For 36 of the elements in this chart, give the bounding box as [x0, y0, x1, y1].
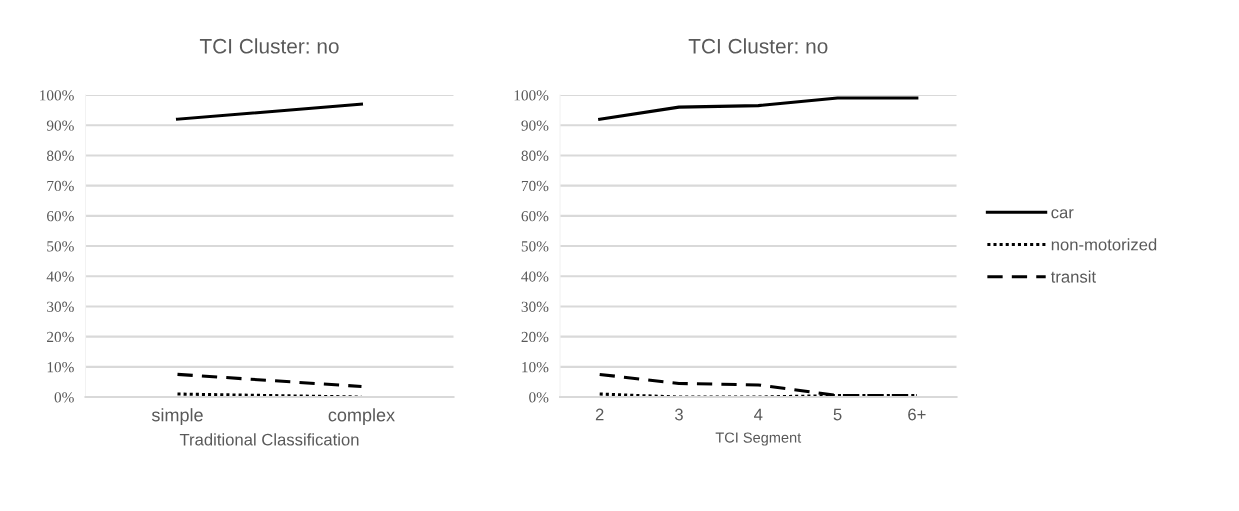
x-axis-title: Traditional Classification [179, 433, 359, 446]
legend-label: transit [1050, 270, 1096, 283]
y-tick-label: 0% [54, 392, 74, 403]
y-tick-label: 10% [47, 361, 74, 373]
legend-label: car [1051, 209, 1074, 219]
chart-title: TCI Cluster: no [688, 38, 828, 54]
x-tick-label: 5 [833, 408, 842, 421]
y-tick-label: 20% [47, 331, 74, 343]
y-tick-label: 50% [47, 241, 74, 252]
y-tick-label: 80% [521, 150, 549, 161]
x-tick-label: complex [328, 408, 395, 425]
x-tick-label: 2 [595, 408, 604, 421]
y-tick-label: 60% [521, 210, 549, 222]
y-tick-label: 40% [521, 271, 549, 282]
y-tick-label: 40% [46, 271, 74, 282]
y-tick-label: 10% [522, 361, 549, 373]
y-tick-label: 90% [521, 120, 549, 131]
y-tick-label: 100% [40, 90, 74, 101]
y-tick-label: 80% [46, 150, 74, 161]
y-tick-label: 70% [521, 180, 549, 192]
y-tick-label: 60% [47, 210, 74, 222]
y-tick-label: 90% [46, 120, 74, 131]
y-tick-label: 100% [514, 90, 549, 101]
y-tick-label: 20% [521, 331, 549, 343]
y-tick-label: 0% [529, 392, 549, 403]
y-tick-label: 30% [47, 301, 74, 312]
chart-title: TCI Cluster: no [199, 38, 339, 54]
x-axis-title: TCI Segment [715, 432, 802, 446]
y-tick-label: 70% [47, 180, 74, 192]
legend-label: non-motorized [1051, 238, 1157, 251]
x-tick-label: 4 [754, 408, 763, 421]
x-tick-label: 3 [674, 408, 683, 421]
x-tick-label: simple [151, 408, 203, 425]
y-tick-label: 50% [521, 241, 549, 252]
y-tick-label: 30% [521, 301, 549, 312]
x-tick-label: 6+ [908, 408, 926, 421]
